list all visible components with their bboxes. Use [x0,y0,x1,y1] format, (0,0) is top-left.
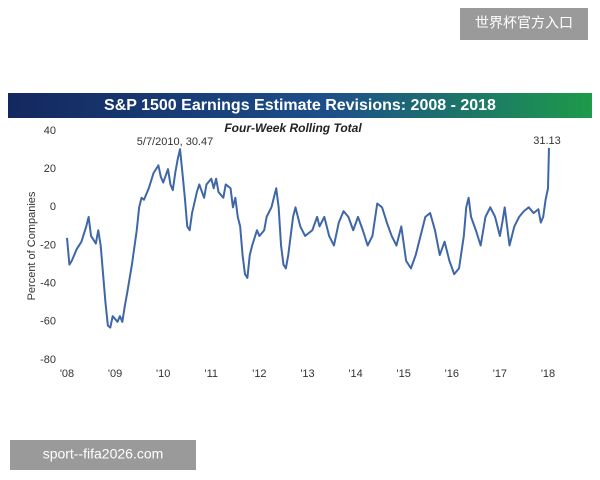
watermark-box [460,8,588,40]
y-axis-label: Percent of Companies [26,191,38,300]
y-tick-label: 20 [44,163,56,175]
x-tick-label: '15 [397,368,411,380]
y-tick-label: 0 [50,201,56,213]
x-tick-label: '13 [300,368,314,380]
y-tick-label: -60 [40,316,56,328]
y-tick-label: -40 [40,278,56,290]
annotation: 5/7/2010, 30.47 [137,136,213,148]
x-tick-label: '10 [156,368,170,380]
watermark: 世界杯官方入口 [475,15,573,31]
x-tick-label: '12 [252,368,266,380]
x-tick-label: '17 [493,368,507,380]
x-tick-label: '08 [60,368,74,380]
x-tick-label: '09 [108,368,122,380]
title-banner [8,93,592,118]
chart-title: S&P 1500 Earnings Estimate Revisions: 20… [104,97,496,114]
x-tick-label: '14 [348,368,362,380]
x-tick-label: '18 [541,368,555,380]
y-tick-label: -80 [40,354,56,366]
x-tick-label: '16 [445,368,459,380]
data-line [66,147,550,329]
watermark: sport--fifa2026.com [43,446,164,462]
x-tick-label: '11 [205,368,219,380]
chart-subtitle: Four-Week Rolling Total [224,121,362,135]
annotation: 31.13 [533,135,561,147]
watermark-box [10,440,196,470]
y-tick-label: -20 [40,239,56,251]
y-tick-label: 40 [44,125,56,137]
